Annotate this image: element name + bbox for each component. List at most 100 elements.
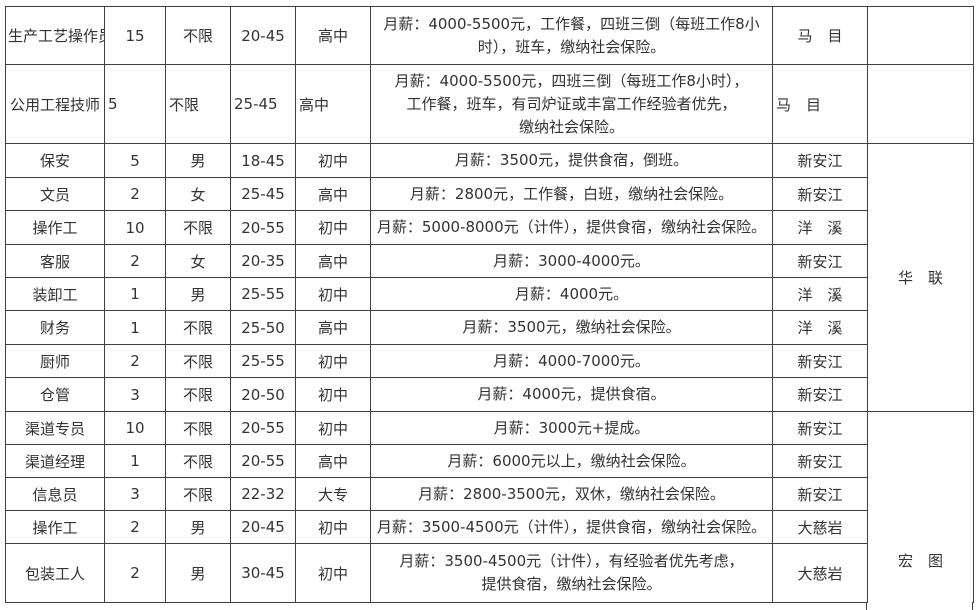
table-row: 操作工 10 不限 20-55 初中 月薪：5000-8000元（计件），提供食… <box>5 210 974 245</box>
education-cell: 初中 <box>295 344 371 378</box>
position-cell: 财务 <box>5 310 105 345</box>
jobs-table: 生产工艺操作员 15 不限 20-45 高中 月薪：4000-5500元，工作餐… <box>5 6 974 603</box>
headcount-cell: 2 <box>104 177 166 211</box>
location-cell: 马 目 <box>772 64 868 144</box>
table-row: 包装工人 2 男 30-45 初中 月薪：3500-4500元（计件），有经验者… <box>5 543 974 603</box>
education-cell: 高中 <box>295 177 371 211</box>
gender-cell: 男 <box>165 510 231 544</box>
salary-description-cell: 月薪：3000元+提成。 <box>370 411 773 445</box>
age-range-cell: 25-45 <box>230 64 296 144</box>
company-cell-hualian: 华 联 <box>867 143 974 412</box>
table-row: 财务 1 不限 25-50 高中 月薪：3500元，缴纳社会保险。 洋 溪 <box>5 310 974 345</box>
salary-description-cell: 月薪：4000元，提供食宿。 <box>370 377 773 412</box>
headcount-cell: 15 <box>104 6 166 65</box>
position-cell: 信息员 <box>5 477 105 511</box>
location-cell: 新安江 <box>772 477 868 511</box>
headcount-cell: 5 <box>104 64 166 144</box>
education-cell: 高中 <box>295 6 371 65</box>
salary-description-cell: 月薪：3500元，提供食宿，倒班。 <box>370 143 773 178</box>
gender-cell: 不限 <box>165 411 231 445</box>
education-cell: 初中 <box>295 510 371 544</box>
table-row: 客服 2 女 20-35 高中 月薪：3000-4000元。 新安江 <box>5 244 974 278</box>
headcount-cell: 2 <box>104 244 166 278</box>
age-range-cell: 25-50 <box>230 310 296 345</box>
location-cell: 新安江 <box>772 177 868 211</box>
table-row: 渠道经理 1 不限 20-55 高中 月薪：6000元以上，缴纳社会保险。 新安… <box>5 444 974 478</box>
position-cell: 客服 <box>5 244 105 278</box>
location-cell: 大慈岩 <box>772 510 868 544</box>
location-cell: 新安江 <box>772 344 868 378</box>
education-cell: 初中 <box>295 277 371 311</box>
position-cell: 操作工 <box>5 210 105 245</box>
gender-cell: 不限 <box>165 444 231 478</box>
position-cell: 文员 <box>5 177 105 211</box>
position-cell: 渠道专员 <box>5 411 105 445</box>
gender-cell: 不限 <box>165 64 231 144</box>
age-range-cell: 20-45 <box>230 510 296 544</box>
gender-cell: 女 <box>165 177 231 211</box>
location-cell: 新安江 <box>772 244 868 278</box>
table-row: 厨师 2 不限 25-55 初中 月薪：4000-7000元。 新安江 <box>5 344 974 378</box>
salary-description-cell: 月薪：4000元。 <box>370 277 773 311</box>
education-cell: 高中 <box>295 64 371 144</box>
location-cell: 新安江 <box>772 444 868 478</box>
table-row: 装卸工 1 男 25-55 初中 月薪：4000元。 洋 溪 <box>5 277 974 311</box>
position-cell: 厨师 <box>5 344 105 378</box>
headcount-cell: 2 <box>104 543 166 603</box>
age-range-cell: 25-55 <box>230 277 296 311</box>
table-row: 操作工 2 男 20-45 初中 月薪：3500-4500元（计件），提供食宿，… <box>5 510 974 544</box>
location-cell: 新安江 <box>772 377 868 412</box>
age-range-cell: 25-45 <box>230 177 296 211</box>
location-cell: 新安江 <box>772 143 868 178</box>
age-range-cell: 20-35 <box>230 244 296 278</box>
table-row: 保安 5 男 18-45 初中 月薪：3500元，提供食宿，倒班。 新安江 华 … <box>5 143 974 412</box>
education-cell: 初中 <box>295 210 371 245</box>
age-range-cell: 22-32 <box>230 477 296 511</box>
table-row: 渠道专员 10 不限 20-55 初中 月薪：3000元+提成。 新安江 宏 图 <box>5 411 974 603</box>
salary-description-cell: 月薪：2800元，工作餐，白班，缴纳社会保险。 <box>370 177 773 211</box>
education-cell: 初中 <box>295 411 371 445</box>
location-cell: 大慈岩 <box>772 543 868 603</box>
salary-description-cell: 月薪：4000-7000元。 <box>370 344 773 378</box>
education-cell: 大专 <box>295 477 371 511</box>
company-cell-hongtu: 宏 图 <box>867 411 974 603</box>
headcount-cell: 1 <box>104 310 166 345</box>
table-row: 公用工程技师 5 不限 25-45 高中 月薪：4000-5500元，四班三倒（… <box>5 64 974 144</box>
education-cell: 高中 <box>295 310 371 345</box>
education-cell: 初中 <box>295 543 371 603</box>
position-cell: 装卸工 <box>5 277 105 311</box>
education-cell: 初中 <box>295 377 371 412</box>
salary-description-cell: 月薪：3500-4500元（计件），有经验者优先考虑， 提供食宿，缴纳社会保险。 <box>370 543 773 603</box>
education-cell: 初中 <box>295 143 371 178</box>
table-row: 信息员 3 不限 22-32 大专 月薪：2800-3500元，双休，缴纳社会保… <box>5 477 974 511</box>
position-cell: 公用工程技师 <box>5 64 105 144</box>
age-range-cell: 25-55 <box>230 344 296 378</box>
headcount-cell: 5 <box>104 143 166 178</box>
gender-cell: 不限 <box>165 210 231 245</box>
headcount-cell: 10 <box>104 210 166 245</box>
position-cell: 仓管 <box>5 377 105 412</box>
salary-description-cell: 月薪：3500-4500元（计件），提供食宿，缴纳社会保险。 <box>370 510 773 544</box>
table-row: 文员 2 女 25-45 高中 月薪：2800元，工作餐，白班，缴纳社会保险。 … <box>5 177 974 211</box>
gender-cell: 不限 <box>165 477 231 511</box>
salary-description-cell: 月薪：4000-5500元，四班三倒（每班工作8小时）， 工作餐，班车，有司炉证… <box>370 64 773 144</box>
salary-description-cell: 月薪：4000-5500元，工作餐，四班三倒（每班工作8小 时），班车，缴纳社会… <box>370 6 773 65</box>
gender-cell: 男 <box>165 143 231 178</box>
headcount-cell: 3 <box>104 377 166 412</box>
location-cell: 洋 溪 <box>772 210 868 245</box>
salary-description-cell: 月薪：3500元，缴纳社会保险。 <box>370 310 773 345</box>
age-range-cell: 20-45 <box>230 6 296 65</box>
education-cell: 高中 <box>295 444 371 478</box>
location-cell: 洋 溪 <box>772 310 868 345</box>
salary-description-cell: 月薪：6000元以上，缴纳社会保险。 <box>370 444 773 478</box>
gender-cell: 女 <box>165 244 231 278</box>
headcount-cell: 2 <box>104 344 166 378</box>
company-column-cutoff-left-line <box>866 602 867 610</box>
position-cell: 包装工人 <box>5 543 105 603</box>
table-row: 仓管 3 不限 20-50 初中 月薪：4000元，提供食宿。 新安江 <box>5 377 974 412</box>
headcount-cell: 10 <box>104 411 166 445</box>
gender-cell: 不限 <box>165 377 231 412</box>
salary-description-cell: 月薪：5000-8000元（计件），提供食宿，缴纳社会保险。 <box>370 210 773 245</box>
age-range-cell: 20-55 <box>230 444 296 478</box>
